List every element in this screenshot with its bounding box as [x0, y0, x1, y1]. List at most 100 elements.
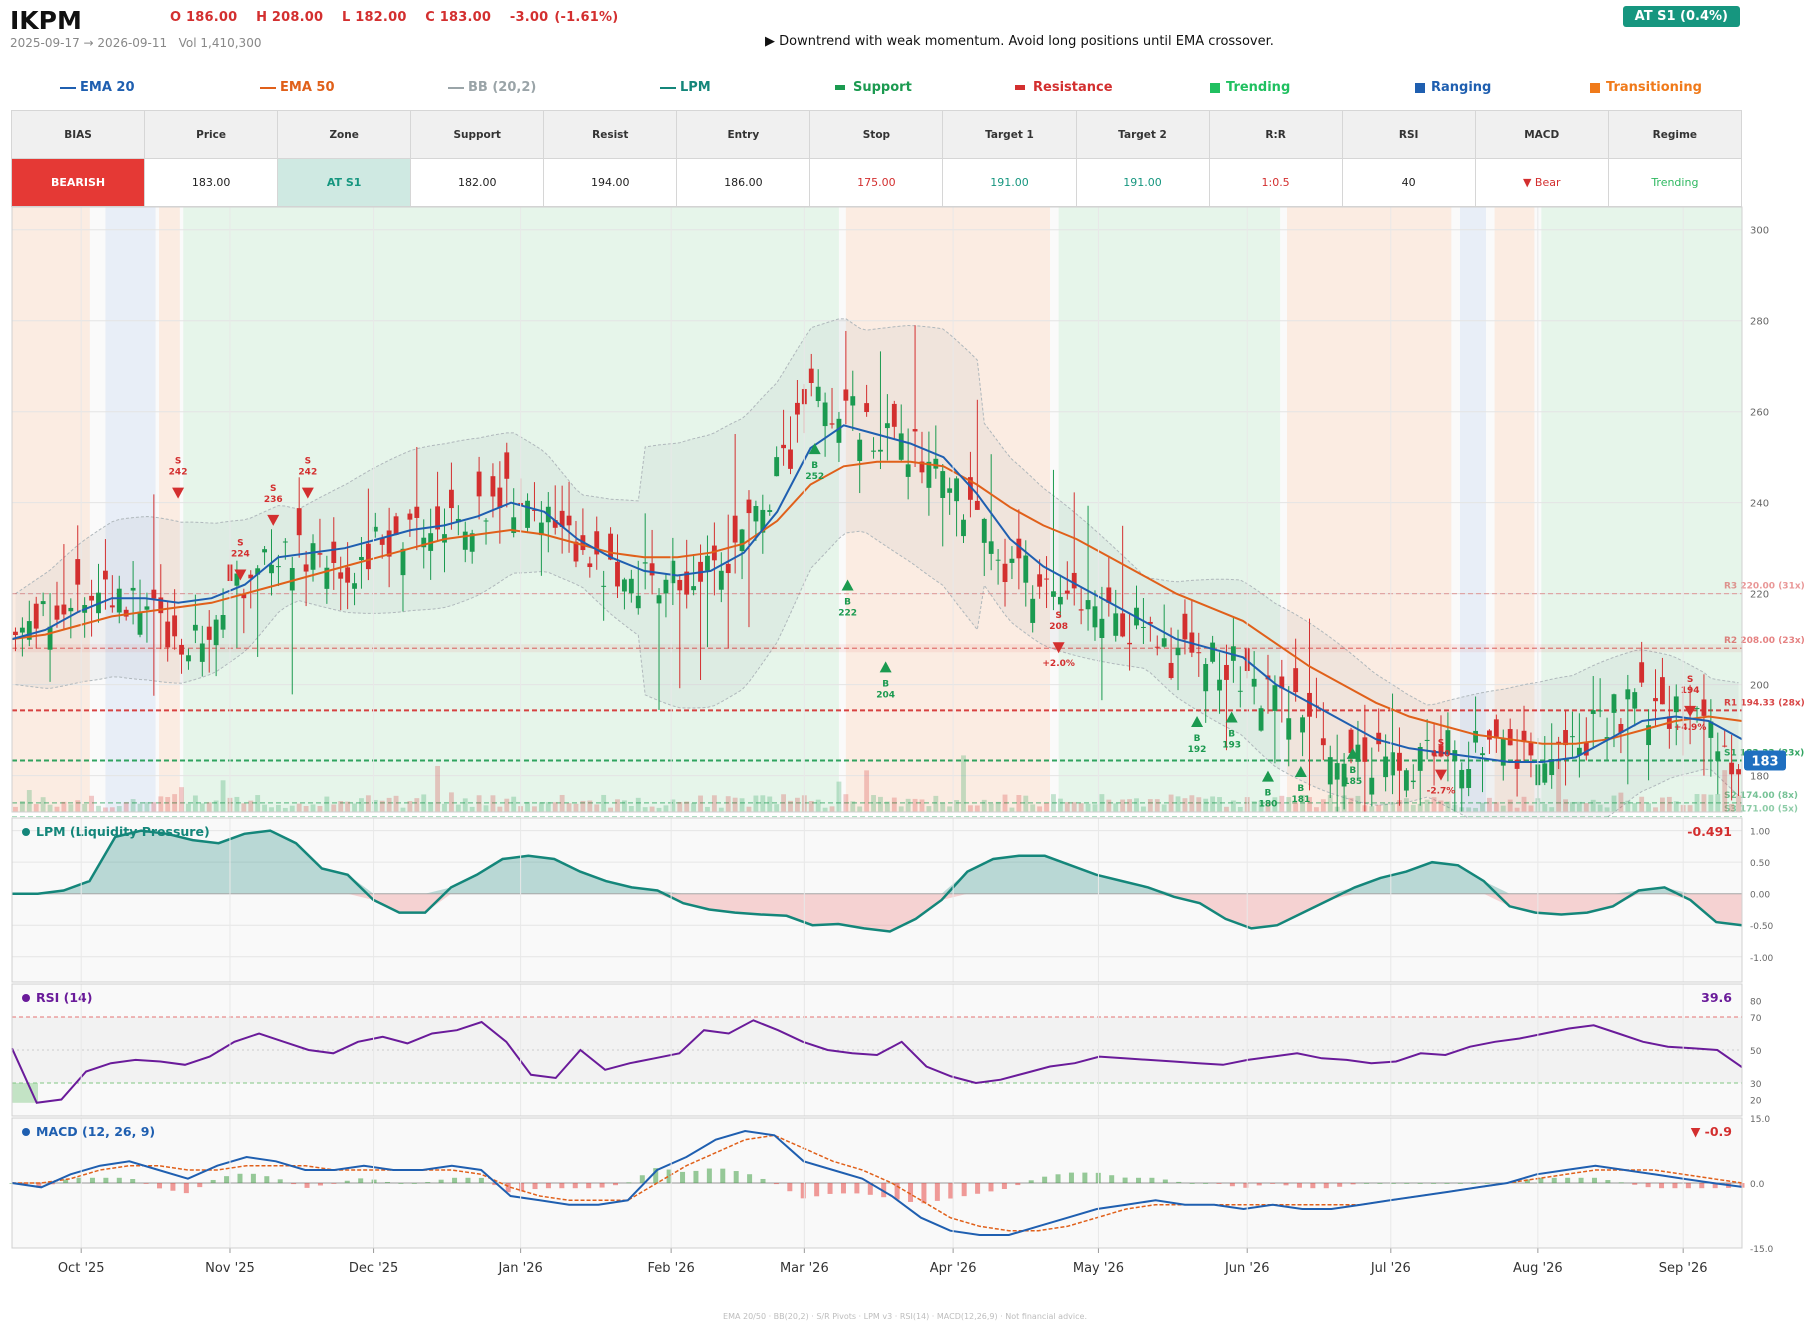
level-label: S2 174.00 (8x)	[1724, 791, 1798, 801]
buy-marker-price: 192	[1188, 745, 1207, 755]
candle-body	[1327, 757, 1333, 785]
legend-item-resistance[interactable]: Resistance	[1015, 80, 1113, 95]
volume-bar	[186, 803, 191, 812]
x-tick-label: Apr '26	[930, 1261, 977, 1276]
volume-bar	[123, 802, 129, 812]
sell-marker-price: 194	[1681, 686, 1700, 696]
buy-marker-price: 222	[838, 609, 857, 619]
macd-histogram-bar	[1296, 1183, 1302, 1188]
volume-bar	[1265, 802, 1271, 812]
volume-bar	[1237, 806, 1243, 812]
rsi-tick-label: 80	[1750, 998, 1762, 1008]
volume-bar	[400, 807, 406, 812]
x-tick-label: Feb '26	[647, 1261, 694, 1276]
sell-marker-letter: S	[305, 457, 311, 467]
macd-title-dot	[22, 1128, 30, 1136]
candle-body	[1099, 618, 1105, 638]
macd-histogram-bar	[63, 1179, 69, 1183]
candle-body	[61, 604, 67, 615]
candle-body	[144, 606, 150, 610]
candle-body	[815, 386, 821, 402]
volume-bar	[1348, 797, 1354, 812]
x-tick-label: Jan '26	[497, 1261, 542, 1276]
candle-body	[282, 541, 288, 543]
candle-body	[1203, 664, 1209, 692]
legend-item-support[interactable]: Support	[835, 80, 912, 95]
volume-bar	[1078, 803, 1084, 812]
x-tick-label: Nov '25	[205, 1261, 255, 1276]
zone-badge: AT S1 (0.4%)	[1622, 6, 1740, 27]
date-range-volume: 2025-09-17 → 2026-09-11 Vol 1,410,300	[10, 36, 261, 50]
volume-bar	[947, 806, 953, 812]
legend-item-transitioning[interactable]: Transitioning	[1590, 80, 1702, 95]
volume-bar	[1570, 802, 1575, 812]
legend-swatch	[260, 86, 276, 89]
panel-frame	[11, 206, 1743, 813]
volume-bar	[1037, 806, 1043, 812]
candle-body	[587, 563, 593, 568]
candle-body	[594, 531, 600, 555]
macd-tick-label: 0.0	[1750, 1180, 1765, 1190]
legend-item-ranging[interactable]: Ranging	[1415, 80, 1491, 95]
volume-bar	[525, 801, 530, 812]
rsi-tick-label: 70	[1750, 1014, 1762, 1024]
volume-bar	[905, 798, 911, 812]
legend-item-trending[interactable]: Trending	[1210, 80, 1290, 95]
volume-bar	[1140, 806, 1146, 812]
volume-bar	[656, 807, 662, 812]
candle-body	[241, 593, 247, 599]
last-price-tag	[1744, 750, 1786, 771]
candle-body	[1196, 652, 1202, 654]
volume-bar	[26, 790, 32, 812]
volume-bar	[1113, 803, 1119, 812]
macd-histogram-bar	[224, 1176, 230, 1183]
buy-marker-letter: B	[844, 598, 851, 608]
volume-bar	[552, 802, 558, 812]
buy-marker	[1191, 716, 1204, 728]
buy-marker	[879, 661, 892, 673]
legend-label: Trending	[1226, 80, 1291, 95]
macd-histogram-bar	[36, 1183, 42, 1188]
level-label: R3 220.00 (31x)	[1724, 582, 1805, 592]
macd-histogram-bar	[693, 1170, 699, 1183]
candle-body	[525, 500, 530, 528]
candle-body	[635, 595, 641, 609]
col-header-zone: Zone	[277, 110, 412, 159]
volume-bar	[490, 795, 496, 812]
volume-bar	[1459, 807, 1465, 812]
volume-bar	[282, 807, 288, 812]
candle-body	[884, 423, 890, 429]
candle-body	[435, 506, 441, 530]
macd-histogram-bar	[894, 1183, 900, 1200]
volume-bar	[179, 787, 184, 812]
volume-bar	[1002, 794, 1008, 812]
sell-marker-pct: +2.0%	[1042, 659, 1075, 669]
candle-body	[1224, 664, 1229, 680]
volume-bar	[884, 801, 890, 812]
candle-body	[995, 559, 1001, 561]
date-range: 2025-09-17 → 2026-09-11	[10, 36, 168, 50]
legend-label: LPM	[680, 80, 711, 95]
legend-item-lpm[interactable]: LPM	[660, 80, 711, 95]
legend-item-ema-20[interactable]: EMA 20	[60, 80, 135, 95]
candle-body	[961, 519, 966, 537]
candle-body	[393, 516, 399, 535]
volume-bar	[718, 807, 724, 812]
volume-bar	[1583, 803, 1589, 812]
macd-histogram-bar	[170, 1183, 176, 1191]
candle-body	[538, 522, 544, 536]
volume-bar	[1120, 799, 1126, 812]
candle-body	[365, 543, 371, 570]
legend-item-bb-20-2[interactable]: BB (20,2)	[448, 80, 536, 95]
legend-item-ema-50[interactable]: EMA 50	[260, 80, 335, 95]
volume-bar	[511, 796, 517, 812]
volume-bar	[1016, 794, 1022, 812]
volume-bar	[359, 798, 364, 812]
macd-histogram-bar	[961, 1183, 967, 1197]
candle-body	[303, 564, 309, 572]
bollinger-lower-line	[15, 530, 1739, 843]
buy-marker-price: 204	[876, 690, 895, 700]
macd-histogram-bar	[331, 1183, 337, 1184]
volume-bar	[448, 792, 454, 812]
